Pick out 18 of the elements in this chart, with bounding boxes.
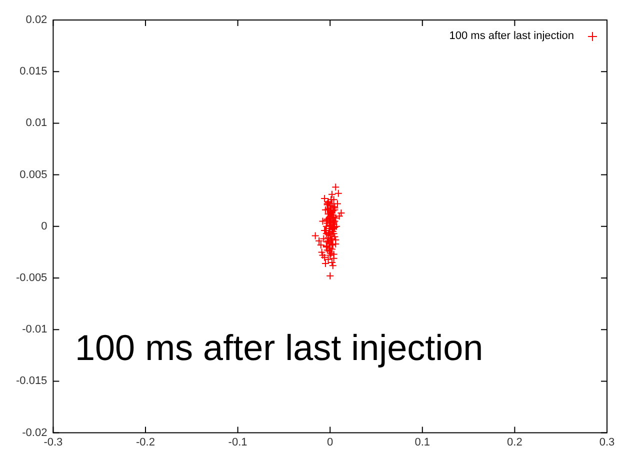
y-tick-label: 0.02 <box>26 14 48 26</box>
y-tick-label: 0.015 <box>20 66 48 78</box>
x-tick-label: 0 <box>327 436 334 448</box>
y-tick-label: 0.005 <box>20 168 48 181</box>
y-tick-label: -0.02 <box>22 426 48 439</box>
annotation: 100 ms after last injection <box>75 327 484 369</box>
legend-label: 100 ms after last injection <box>449 30 574 42</box>
y-tick-label: -0.01 <box>22 324 48 336</box>
x-tick-label: -0.2 <box>136 436 155 448</box>
x-tick-label: 0.2 <box>507 436 522 448</box>
y-tick-label: -0.015 <box>16 375 48 388</box>
x-tick-label: -0.3 <box>44 436 63 448</box>
y-tick-label: 0.01 <box>26 117 48 130</box>
x-tick-label: 0.1 <box>414 436 430 448</box>
x-tick-label: -0.1 <box>228 436 248 448</box>
y-tick-label: 0 <box>41 220 48 232</box>
x-tick-label: 0.3 <box>599 436 615 448</box>
y-tick-label: -0.005 <box>16 272 48 284</box>
